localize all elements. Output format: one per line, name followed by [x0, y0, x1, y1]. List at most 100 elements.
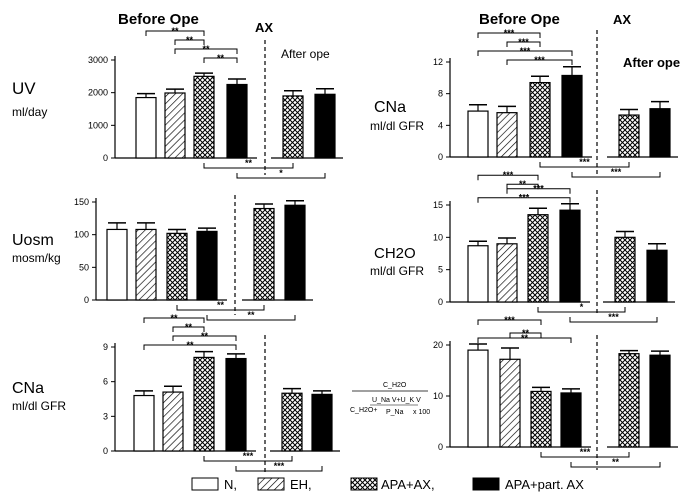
y-tick-label: 9 [103, 342, 108, 352]
formula-inner-denominator: P_Na [386, 409, 404, 416]
y-tick-label: 0 [438, 442, 443, 452]
panel-uosm: 0 50 100 150 ** ** [74, 195, 313, 321]
sig-bracket [477, 319, 542, 325]
legend-label-n: N, [224, 477, 237, 492]
y-tick-label: 100 [74, 230, 89, 240]
y-tick-label: 50 [79, 262, 89, 272]
sig-stars-bottom: ** [612, 457, 620, 467]
sig-bracket-bottom [236, 173, 326, 179]
y-tick-label: 10 [433, 391, 443, 401]
sig-stars: ** [519, 179, 527, 189]
y-tick-label: 4 [438, 120, 443, 130]
bar [225, 357, 247, 452]
bar [618, 353, 640, 448]
bar [496, 112, 518, 158]
chart-panels: 0100020003000***********04812***********… [74, 26, 678, 475]
y-tick-label: 0 [103, 446, 108, 456]
bar [284, 204, 306, 301]
header-before-left: Before Ope [118, 11, 199, 28]
sig-bracket [172, 326, 205, 332]
sig-stars-bottom: * [580, 302, 584, 312]
sig-stars: ** [217, 53, 225, 63]
label-uosm-unit: mosm/kg [12, 251, 61, 265]
y-tick-label: 0 [84, 295, 89, 305]
bar [106, 228, 128, 301]
sig-bracket-bottom [539, 162, 630, 168]
sig-bracket [172, 335, 237, 341]
sig-stars-bottom: ** [217, 300, 225, 310]
label-cna-lower-unit: ml/dl GFR [12, 399, 66, 413]
sig-stars: ** [201, 331, 209, 341]
sig-bracket [477, 32, 541, 38]
sig-stars: *** [503, 170, 514, 180]
sig-bracket-bottom [235, 466, 323, 472]
label-uosm: Uosm [12, 232, 54, 249]
y-tick-label: 8 [438, 89, 443, 99]
bar [618, 114, 640, 158]
sig-stars: ** [185, 322, 193, 332]
bar [530, 390, 552, 448]
legend-swatch-n [191, 477, 219, 491]
y-tick-label: 5 [438, 265, 443, 275]
sig-bracket-bottom [569, 317, 658, 323]
bar [467, 349, 489, 448]
bar [311, 393, 333, 452]
bar [467, 245, 489, 303]
bar [561, 74, 583, 158]
sig-bracket-bottom [203, 163, 294, 169]
bar [133, 394, 155, 452]
sig-bracket-bottom [206, 315, 296, 321]
bar [282, 95, 304, 159]
legend-label-apa-part-ax: APA+part. AX [505, 477, 584, 492]
sig-stars: *** [534, 55, 545, 65]
label-cna-lower: CNa [12, 380, 44, 397]
header-before-right: Before Ope [479, 11, 560, 28]
sig-stars: *** [518, 37, 529, 47]
sig-stars: *** [520, 46, 531, 56]
sig-stars-bottom: ** [247, 310, 255, 320]
y-tick-label: 0 [438, 297, 443, 307]
bar [614, 236, 636, 303]
sig-bracket-bottom [540, 452, 630, 458]
header-after-left: After ope [281, 47, 330, 61]
sig-stars: ** [522, 328, 530, 338]
bar [281, 392, 303, 452]
label-ch2o: CH2O [374, 245, 416, 262]
label-cna-upper: CNa [374, 99, 406, 116]
sig-bracket [174, 48, 238, 54]
sig-bracket [509, 332, 542, 339]
sig-stars-bottom: * [279, 168, 283, 178]
bar [166, 232, 188, 301]
sig-stars: *** [504, 315, 515, 325]
y-tick-label: 12 [433, 57, 443, 67]
bar [135, 96, 157, 159]
sig-bracket [143, 344, 237, 350]
sig-stars-bottom: *** [579, 157, 590, 167]
sig-bracket-bottom [176, 305, 265, 311]
y-tick-label: 10 [433, 232, 443, 242]
sig-bracket-bottom [537, 307, 626, 313]
sig-bracket [143, 317, 205, 323]
sig-stars: *** [504, 28, 515, 38]
label-cna-upper-unit: ml/dl GFR [370, 119, 424, 133]
sig-bracket [506, 59, 573, 65]
sig-stars: ** [186, 35, 194, 45]
y-tick-label: 2000 [88, 88, 108, 98]
legend-swatch-eh [257, 477, 285, 491]
legend-swatch-apa-part-ax [472, 477, 500, 491]
y-tick-label: 1000 [88, 120, 108, 130]
label-uv: UV [12, 79, 36, 98]
sig-stars-bottom: *** [608, 312, 619, 322]
y-tick-label: 0 [103, 153, 108, 163]
y-tick-label: 3 [103, 411, 108, 421]
y-tick-label: 6 [103, 377, 108, 387]
bar [226, 83, 248, 159]
sig-stars: ** [170, 313, 178, 323]
sig-bracket [145, 30, 205, 36]
legend-label-eh: EH, [290, 477, 312, 492]
legend-label-apa-ax: APA+AX, [381, 477, 435, 492]
sig-bracket [477, 337, 572, 343]
bar [314, 93, 336, 159]
